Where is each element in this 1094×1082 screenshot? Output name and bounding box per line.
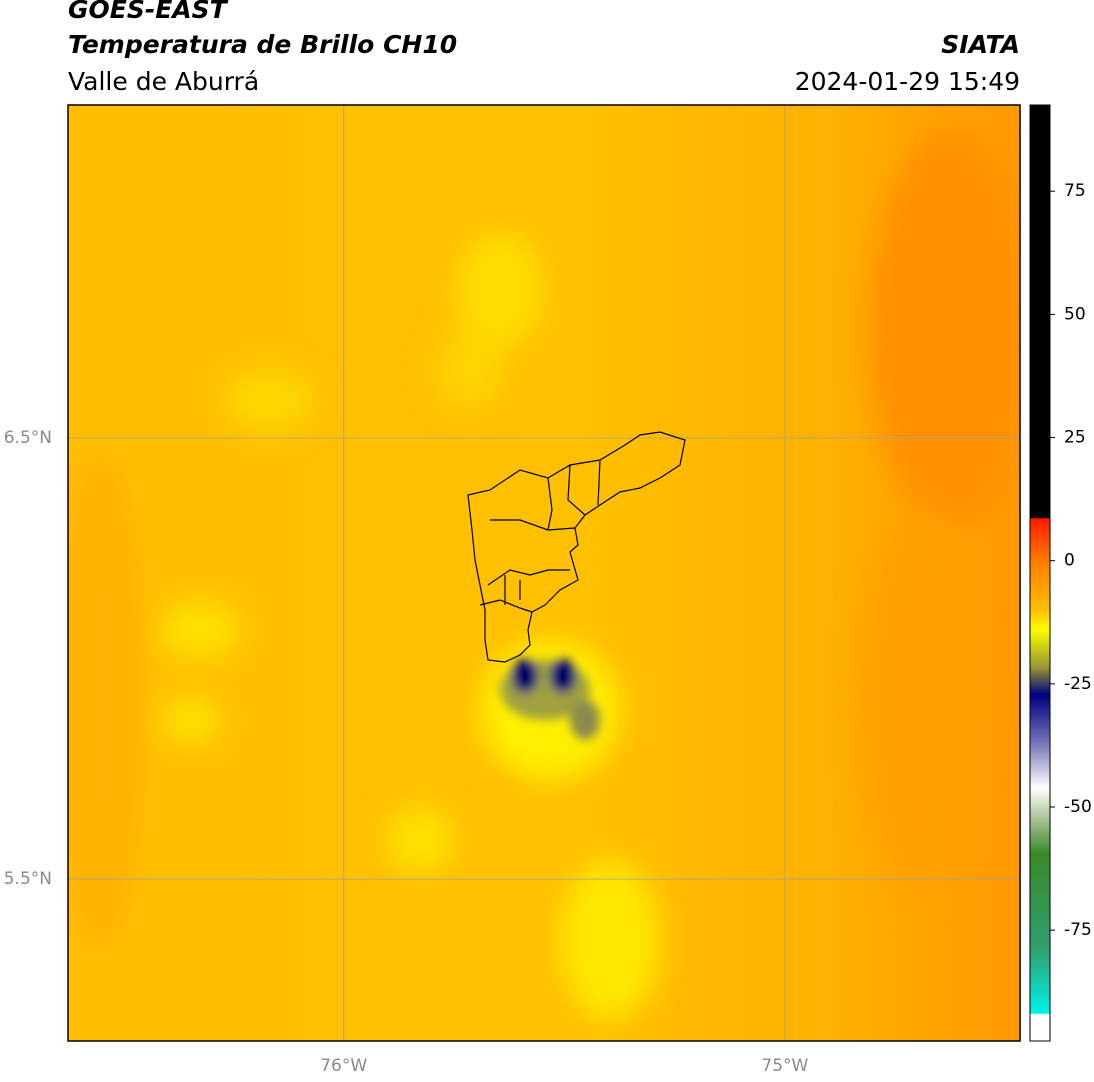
colorbar-tick-label: -25 (1064, 674, 1092, 694)
valley-outline (467, 431, 686, 663)
datetime: 2024-01-29 15:49 (795, 67, 1020, 96)
colorbar-tick-label: -75 (1064, 920, 1092, 940)
colorbar-tick-label: 25 (1064, 428, 1086, 448)
colorbar-tick-label: 0 (1064, 551, 1075, 571)
map (68, 105, 1020, 1041)
colorbar (1029, 104, 1051, 1042)
title: GOES-EAST (68, 0, 229, 24)
y-tick-label: 5.5°N (4, 869, 52, 889)
region: Valle de Aburrá (68, 67, 259, 96)
map-frame (67, 104, 1021, 1042)
grid (68, 105, 1020, 1041)
colorbar-tick-label: 50 (1064, 304, 1086, 324)
subtitle: Temperatura de Brillo CH10 (68, 30, 457, 59)
y-tick-label: 6.5°N (4, 428, 52, 448)
cold-cloud (500, 659, 600, 740)
x-tick-label: 75°W (761, 1056, 808, 1076)
map-background (68, 105, 1020, 1041)
colorbar-tick-label: 75 (1064, 181, 1086, 201)
source: SIATA (941, 30, 1020, 59)
x-tick-label: 76°W (320, 1056, 367, 1076)
colorbar-tick-label: -50 (1064, 797, 1092, 817)
